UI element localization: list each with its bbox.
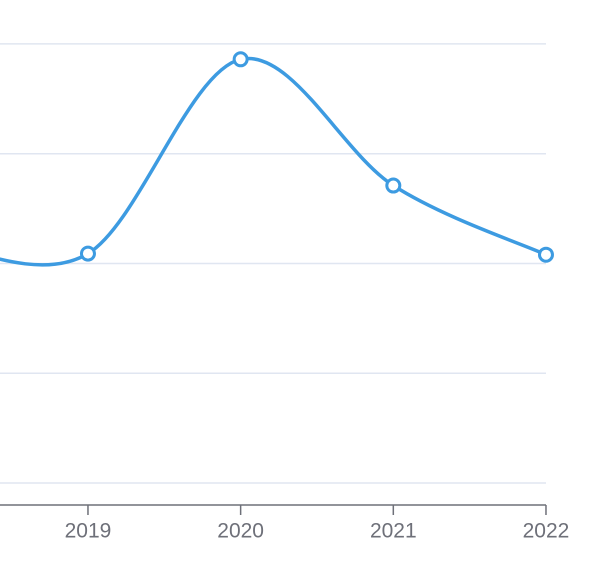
data-point <box>79 245 96 262</box>
data-point <box>385 177 402 194</box>
x-tick-label: 2021 <box>370 520 417 543</box>
x-tick-label: 2019 <box>65 520 112 543</box>
series-line <box>0 56 547 267</box>
data-point <box>232 51 249 68</box>
data-point <box>537 246 554 263</box>
x-tick-label: 2020 <box>217 520 264 543</box>
x-tick-label: 2022 <box>523 520 570 543</box>
